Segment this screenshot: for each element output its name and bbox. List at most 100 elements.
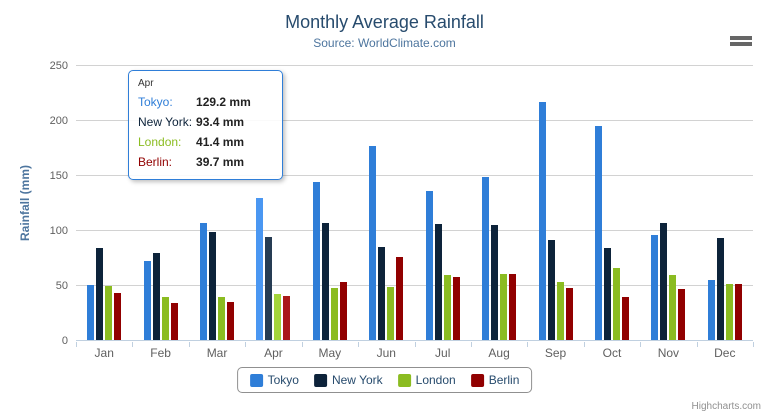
column-tokyo-feb[interactable] [143, 261, 151, 340]
column-berlin-may[interactable] [339, 282, 347, 340]
column-tokyo-oct[interactable] [594, 126, 602, 340]
column-berlin-jul[interactable] [452, 277, 460, 340]
column-group-jan [76, 66, 132, 340]
column-london-dec[interactable] [725, 284, 733, 340]
x-axis-tick [358, 342, 360, 347]
x-axis-label: Mar [206, 346, 228, 360]
legend-swatch-icon [313, 373, 327, 387]
x-axis-tick [245, 342, 247, 347]
legend-item-berlin[interactable]: Berlin [470, 373, 519, 387]
column-london-oct[interactable] [612, 268, 620, 340]
legend-label: Tokyo [267, 373, 299, 387]
column-berlin-jan[interactable] [114, 293, 122, 340]
legend: Tokyo New York London Berlin [236, 367, 533, 393]
export-menu-button[interactable] [729, 21, 753, 46]
column-london-aug[interactable] [500, 274, 508, 340]
column-tokyo-jan[interactable] [87, 285, 95, 340]
legend-swatch-icon [397, 373, 411, 387]
column-new-york-dec[interactable] [716, 238, 724, 340]
x-axis-tick [132, 342, 134, 347]
x-axis-tick [640, 342, 642, 347]
column-group-mar [189, 66, 245, 340]
column-berlin-apr[interactable] [283, 296, 291, 340]
column-london-jan[interactable] [105, 286, 113, 340]
column-berlin-mar[interactable] [227, 302, 235, 340]
column-london-feb[interactable] [161, 297, 169, 340]
column-london-apr[interactable] [274, 294, 282, 340]
column-group-oct [584, 66, 640, 340]
x-axis-label: May [318, 346, 342, 360]
x-axis-tick [753, 342, 754, 347]
column-new-york-apr[interactable] [265, 237, 273, 340]
column-tokyo-mar[interactable] [200, 223, 208, 340]
x-axis-label: Aug [488, 346, 510, 360]
x-axis-tick [583, 342, 585, 347]
column-london-nov[interactable] [669, 275, 677, 340]
column-london-may[interactable] [330, 288, 338, 340]
y-axis-label: 250 [49, 60, 68, 72]
x-axis-label: Nov [657, 346, 680, 360]
column-london-jun[interactable] [387, 287, 395, 340]
x-axis-label: Jun [376, 346, 396, 360]
column-london-sep[interactable] [556, 282, 564, 340]
chart-title: Monthly Average Rainfall [285, 12, 484, 32]
legend-item-london[interactable]: London [397, 373, 456, 387]
column-new-york-mar[interactable] [209, 232, 217, 340]
gridline [76, 65, 753, 66]
column-berlin-feb[interactable] [170, 303, 178, 340]
legend-label: London [415, 373, 456, 387]
x-axis-label: Apr [264, 346, 283, 360]
column-new-york-oct[interactable] [603, 248, 611, 340]
legend-item-tokyo[interactable]: Tokyo [249, 373, 299, 387]
highcharts-credit-link[interactable]: Highcharts.com [691, 401, 761, 412]
column-berlin-jun[interactable] [396, 257, 404, 340]
gridline [76, 175, 753, 176]
column-berlin-aug[interactable] [509, 274, 517, 340]
hamburger-icon [729, 21, 753, 46]
column-berlin-nov[interactable] [678, 289, 686, 340]
column-new-york-nov[interactable] [660, 223, 668, 340]
column-berlin-sep[interactable] [565, 288, 573, 340]
column-group-apr [245, 66, 301, 340]
column-group-jul [415, 66, 471, 340]
column-tokyo-apr[interactable] [256, 198, 264, 340]
x-axis-tick [301, 342, 303, 347]
legend-swatch-icon [470, 373, 484, 387]
legend-item-new-york[interactable]: New York [313, 373, 383, 387]
column-new-york-may[interactable] [321, 223, 329, 340]
x-axis-tick [527, 342, 529, 347]
column-london-mar[interactable] [218, 297, 226, 340]
column-berlin-dec[interactable] [734, 284, 742, 340]
column-new-york-sep[interactable] [547, 240, 555, 340]
column-group-aug [471, 66, 527, 340]
column-new-york-aug[interactable] [491, 225, 499, 340]
gridline [76, 120, 753, 121]
column-new-york-feb[interactable] [152, 253, 160, 340]
column-group-feb [132, 66, 188, 340]
plot-area [76, 65, 753, 341]
column-london-jul[interactable] [443, 275, 451, 340]
y-axis-label: 200 [49, 115, 68, 127]
column-berlin-oct[interactable] [621, 297, 629, 340]
column-new-york-jan[interactable] [96, 248, 104, 340]
x-axis-label: Feb [150, 346, 171, 360]
column-new-york-jul[interactable] [434, 224, 442, 340]
x-axis-tick [76, 342, 77, 347]
column-group-may [302, 66, 358, 340]
legend-swatch-icon [249, 373, 263, 387]
column-tokyo-dec[interactable] [707, 280, 715, 340]
column-tokyo-aug[interactable] [482, 177, 490, 340]
column-tokyo-nov[interactable] [651, 235, 659, 340]
column-group-jun [358, 66, 414, 340]
x-axis-label: Jul [435, 346, 451, 360]
column-tokyo-may[interactable] [312, 182, 320, 340]
column-tokyo-jun[interactable] [369, 146, 377, 340]
column-new-york-jun[interactable] [378, 247, 386, 340]
x-axis-tick [188, 342, 190, 347]
x-axis-tick [414, 342, 416, 347]
column-tokyo-jul[interactable] [425, 191, 433, 340]
column-tokyo-sep[interactable] [538, 102, 546, 340]
legend-label: New York [331, 373, 383, 387]
y-axis-label: 100 [49, 225, 68, 237]
